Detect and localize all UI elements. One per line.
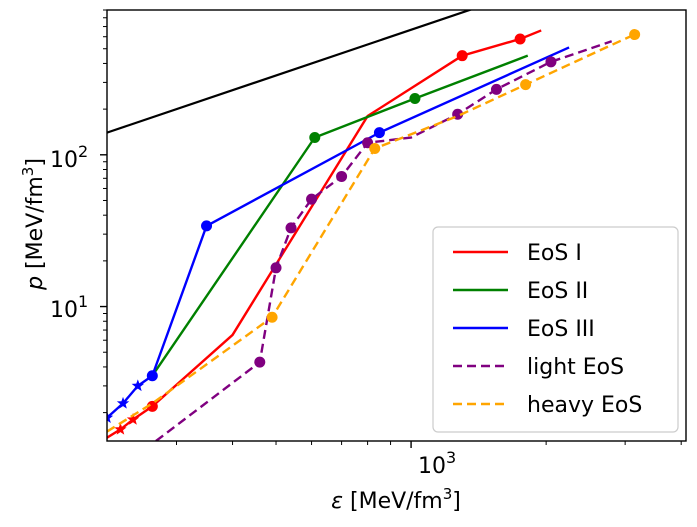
y-tick-label-2: 102 — [50, 142, 88, 173]
point-marker-eos-i — [456, 50, 468, 62]
x-axis-sup: 3 — [443, 485, 453, 503]
series-line-heavy-eos — [107, 33, 636, 433]
series-layer — [107, 29, 641, 441]
y-tick-exp-2: 2 — [78, 142, 88, 161]
point-marker-light-eos — [490, 83, 502, 95]
point-marker-heavy-eos — [266, 311, 278, 323]
y-tick-base-2: 10 — [50, 148, 78, 173]
y-axis-var: p — [23, 276, 48, 291]
point-marker-eos-ii — [409, 92, 421, 104]
plot-frame — [106, 9, 687, 442]
point-marker-eos-ii — [309, 132, 321, 144]
star-marker-eos-iii — [107, 411, 114, 424]
legend-label-eos-3: EoS III — [527, 317, 595, 342]
x-tick-exp: 3 — [446, 448, 456, 467]
point-marker-light-eos — [285, 222, 297, 234]
point-marker-eos-iii — [201, 220, 213, 232]
x-axis-label: ε [MeV/fm3] — [331, 485, 461, 514]
x-axis-close: ] — [452, 489, 461, 514]
y-axis-sup: 3 — [19, 167, 37, 177]
y-axis-close: ] — [23, 158, 48, 167]
major-ticks — [100, 154, 412, 448]
point-marker-light-eos — [254, 356, 266, 368]
causal-limit-line — [107, 10, 473, 134]
legend: EoS I EoS II EoS III light EoS heavy EoS — [432, 226, 679, 433]
star-marker-eos-iii — [116, 396, 130, 409]
point-marker-eos-iii — [146, 370, 158, 382]
y-tick-base-1: 10 — [50, 298, 78, 323]
x-axis-var: ε — [331, 489, 343, 514]
legend-label-eos-2: EoS II — [527, 279, 588, 304]
point-marker-light-eos — [306, 193, 318, 205]
star-marker-eos-i — [126, 413, 140, 425]
star-marker-eos-i — [114, 422, 127, 435]
x-tick-label: 103 — [418, 448, 456, 479]
point-marker-eos-i — [514, 33, 526, 45]
series-line-light-eos — [155, 40, 613, 441]
legend-label-eos-1: EoS I — [527, 241, 582, 266]
point-marker-heavy-eos — [629, 29, 641, 41]
legend-label-light: light EoS — [527, 355, 624, 380]
point-marker-eos-i — [146, 400, 158, 412]
star-marker-eos-iii — [131, 379, 145, 392]
point-marker-light-eos — [545, 56, 557, 68]
y-axis-label: p [MeV/fm3] — [19, 158, 48, 291]
point-marker-light-eos — [336, 170, 348, 182]
x-tick-base: 10 — [418, 454, 446, 479]
point-marker-eos-iii — [373, 127, 385, 139]
y-axis-unit: [MeV/fm — [23, 176, 48, 269]
legend-box — [432, 226, 679, 433]
point-marker-heavy-eos — [369, 143, 381, 155]
point-marker-heavy-eos — [520, 79, 532, 91]
y-tick-exp-1: 1 — [78, 292, 88, 311]
series-line-eos-i — [107, 29, 542, 440]
x-axis-unit: [MeV/fm — [350, 489, 443, 514]
y-tick-label-1: 101 — [50, 292, 88, 323]
series-line-eos-ii — [151, 54, 529, 377]
point-marker-light-eos — [270, 262, 282, 274]
legend-label-heavy: heavy EoS — [527, 393, 642, 418]
